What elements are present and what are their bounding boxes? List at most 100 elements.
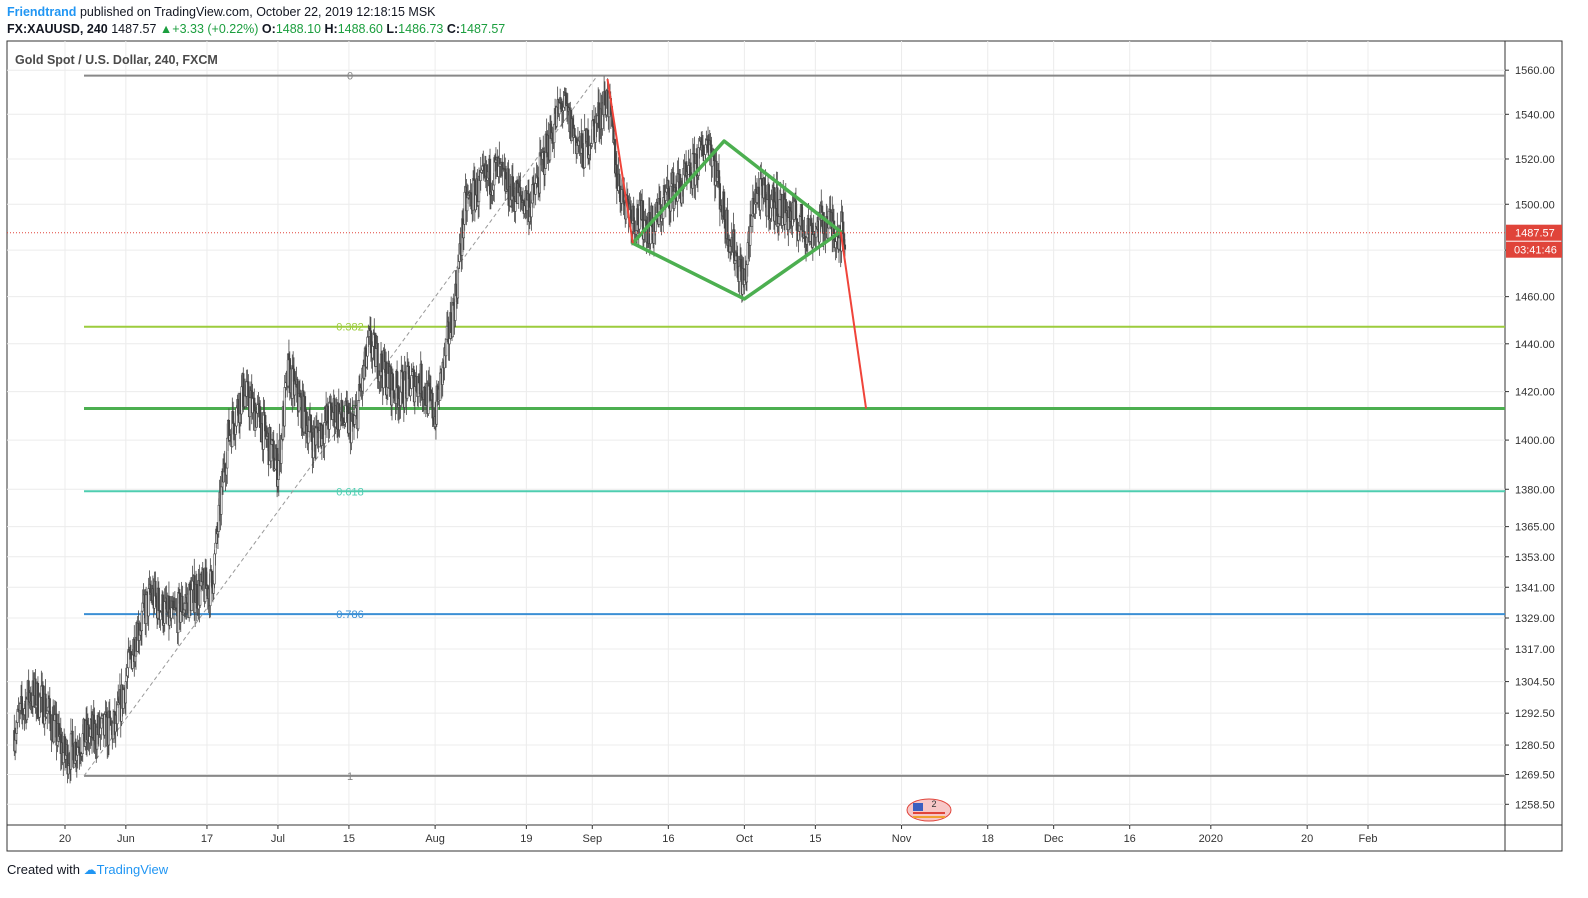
candle-body	[543, 168, 547, 175]
author-link[interactable]: Friendtrand	[7, 5, 77, 19]
candle-body	[519, 186, 522, 196]
time-tick-label: 20	[1301, 833, 1313, 845]
fib-level-label: 0.382	[336, 322, 364, 334]
candle-body	[843, 244, 847, 250]
last-price-marker: 1487.57 03:41:46	[7, 224, 1562, 258]
ohlc-bar: FX:XAUUSD, 240 1487.57 ▲+3.33 (+0.22%) O…	[7, 21, 505, 37]
candle-body	[145, 594, 148, 625]
fib-level-label: 0	[347, 71, 353, 83]
tradingview-brand-link[interactable]: TradingView	[96, 862, 169, 877]
candle-body	[147, 588, 150, 617]
candle-body	[698, 140, 701, 149]
price-tick-label: 1258.50	[1515, 799, 1555, 811]
candle-body	[242, 373, 245, 407]
candle-body	[778, 199, 781, 217]
candles	[13, 76, 847, 784]
events-count-label: 2	[931, 799, 936, 809]
candle-body	[733, 229, 736, 264]
candle-body	[488, 158, 492, 195]
publish-info: Friendtrand published on TradingView.com…	[7, 4, 436, 20]
time-tick-label: Dec	[1044, 833, 1064, 845]
candle-body	[374, 348, 378, 367]
tradingview-logo-icon: ☁	[83, 862, 97, 877]
time-tick-label: 20	[59, 833, 71, 845]
high-value: 1488.60	[337, 22, 383, 36]
symbol-label: FX:XAUUSD, 240	[7, 22, 108, 36]
time-tick-label: Feb	[1359, 833, 1378, 845]
projection-line[interactable]	[839, 231, 868, 409]
candle-body	[259, 406, 262, 428]
created-with-label: Created with	[7, 862, 80, 877]
time-tick-label: 16	[1124, 833, 1136, 845]
price-tick-label: 1317.00	[1515, 644, 1555, 656]
price-tick-label: 1280.50	[1515, 740, 1555, 752]
price-tick-label: 1269.50	[1515, 770, 1555, 782]
price-tick-label: 1329.00	[1515, 613, 1555, 625]
candle-body	[407, 365, 411, 380]
price-tick-label: 1353.00	[1515, 552, 1555, 564]
candle-body	[431, 392, 434, 419]
time-tick-label: Jul	[271, 833, 285, 845]
candle-body	[308, 419, 311, 432]
candle-body	[210, 570, 214, 587]
time-tick-label: Jun	[117, 833, 135, 845]
candle-body	[76, 746, 79, 756]
candle-body	[353, 415, 356, 425]
candle-body	[793, 200, 796, 220]
events-flag-icon[interactable]: 2	[906, 798, 952, 822]
chart-legend-title: Gold Spot / U.S. Dollar, 240, FXCM	[15, 53, 218, 67]
time-axis[interactable]: 20 Jun 17 Jul 15 Aug 19 Sep 16 Oct 15 Nov 18 Dec 16 202…	[59, 825, 1378, 845]
price-tick-label: 1292.50	[1515, 708, 1555, 720]
candle-body	[842, 221, 845, 234]
grid	[7, 41, 1505, 825]
fib-level-label: 1	[347, 771, 353, 783]
chart-frame	[6, 40, 1563, 852]
published-text: published on TradingView.com, October 22…	[79, 5, 436, 19]
price-tick-label: 1341.00	[1515, 582, 1555, 594]
candle-body	[409, 388, 412, 397]
candle-body	[170, 607, 173, 619]
time-tick-label: 15	[343, 833, 355, 845]
price-tick-label: 1520.00	[1515, 154, 1555, 166]
candle-body	[131, 654, 134, 669]
price-tick-label: 1400.00	[1515, 435, 1555, 447]
time-tick-label: 2020	[1199, 833, 1223, 845]
price-tick-label: 1560.00	[1515, 65, 1555, 77]
price-tick-label: 1365.00	[1515, 522, 1555, 534]
time-tick-label: Nov	[892, 833, 912, 845]
low-label: L:	[386, 22, 399, 36]
price-tick-label: 1500.00	[1515, 199, 1555, 211]
decline-trend-line[interactable]	[606, 78, 634, 244]
time-tick-label: Oct	[736, 833, 753, 845]
price-tick-label: 1460.00	[1515, 292, 1555, 304]
candle-body	[122, 689, 125, 709]
drawings[interactable]	[606, 78, 868, 409]
price-tick-label: 1540.00	[1515, 109, 1555, 121]
last-price-label: 1487.57	[1515, 228, 1555, 240]
time-tick-label: 16	[662, 833, 674, 845]
close-value: 1487.57	[460, 22, 506, 36]
price-tick-label: 1304.50	[1515, 677, 1555, 689]
candle-body	[157, 587, 160, 612]
time-tick-label: Sep	[582, 833, 602, 845]
candle-body	[776, 187, 779, 227]
candle-body	[633, 220, 636, 233]
candle-body	[357, 400, 360, 430]
time-tick-label: 17	[201, 833, 213, 845]
fib-level-label: 0.786	[336, 609, 364, 621]
low-value: 1486.73	[398, 22, 444, 36]
candle-body	[103, 714, 106, 736]
price-axis[interactable]: 1560.001540.001520.001500.001480.001460.…	[1505, 65, 1555, 811]
countdown-label: 03:41:46	[1514, 245, 1557, 257]
candle-body	[649, 225, 652, 245]
candle-body	[179, 611, 182, 623]
candle-body	[314, 427, 318, 446]
time-tick-label: 15	[809, 833, 821, 845]
candle-body	[163, 601, 166, 624]
time-tick-label: Aug	[425, 833, 445, 845]
candle-body	[823, 220, 826, 235]
time-tick-label: 18	[982, 833, 994, 845]
candle-body	[767, 184, 770, 221]
